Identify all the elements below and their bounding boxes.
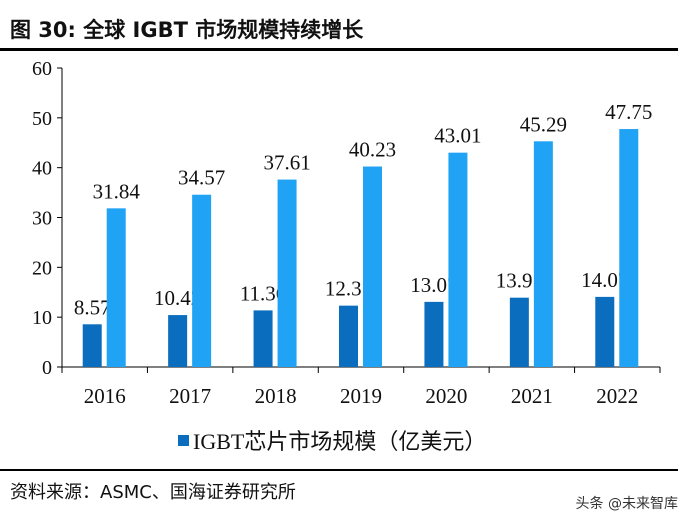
- x-tick-label: 2020: [425, 384, 467, 408]
- footer-divider: [0, 469, 678, 471]
- bar-2018-series0: [253, 310, 273, 367]
- bar-2022-series0: [595, 296, 615, 367]
- bar-2021-series0: [509, 297, 529, 367]
- watermark: 头条 @未来智库: [575, 496, 678, 512]
- y-tick-label: 40: [32, 158, 52, 180]
- bar-2016-series1: [106, 208, 126, 367]
- data-label: 43.01: [434, 124, 481, 148]
- y-tick-label: 50: [32, 108, 52, 130]
- data-label: 34.57: [178, 166, 225, 190]
- bar-2018-series1: [277, 179, 297, 367]
- bar-2022-series1: [619, 129, 639, 367]
- bar-2020-series0: [424, 301, 444, 367]
- x-tick-label: 2016: [84, 384, 126, 408]
- data-label: 45.29: [520, 112, 567, 136]
- y-tick-label: 60: [32, 58, 52, 80]
- y-tick-label: 0: [42, 357, 52, 379]
- data-label: 8.57: [74, 295, 111, 319]
- data-label: 40.23: [349, 138, 396, 162]
- bar-2021-series1: [533, 141, 553, 367]
- figure-title: 图 30: 全球 IGBT 市场规模持续增长: [10, 18, 364, 42]
- source-note: 资料来源：ASMC、国海证券研究所: [10, 482, 296, 503]
- bar-2017-series0: [168, 315, 188, 367]
- bar-2020-series1: [448, 152, 468, 367]
- y-tick-label: 10: [32, 307, 52, 329]
- data-label: 37.61: [263, 151, 310, 175]
- bar-2019-series0: [339, 305, 358, 367]
- y-tick-label: 20: [32, 257, 52, 279]
- x-tick-label: 2017: [169, 384, 211, 408]
- legend-label: IGBT芯片市场规模（亿美元）: [193, 429, 487, 454]
- data-label: 47.75: [605, 100, 652, 124]
- data-label: 31.84: [93, 179, 141, 203]
- bar-2016-series0: [82, 324, 102, 367]
- legend: IGBT芯片市场规模（亿美元）: [178, 424, 486, 456]
- x-tick-label: 2018: [255, 384, 297, 408]
- x-tick-label: 2021: [511, 384, 553, 408]
- title-divider: [0, 48, 678, 51]
- x-tick-label: 2019: [340, 384, 382, 408]
- bar-chart: 010203040506020168.5731.84201710.4234.57…: [32, 58, 661, 408]
- bar-2019-series1: [363, 166, 382, 367]
- x-tick-label: 2022: [596, 384, 638, 408]
- bar-2017-series1: [192, 194, 212, 367]
- legend-swatch: [178, 434, 189, 446]
- y-tick-label: 30: [32, 208, 52, 230]
